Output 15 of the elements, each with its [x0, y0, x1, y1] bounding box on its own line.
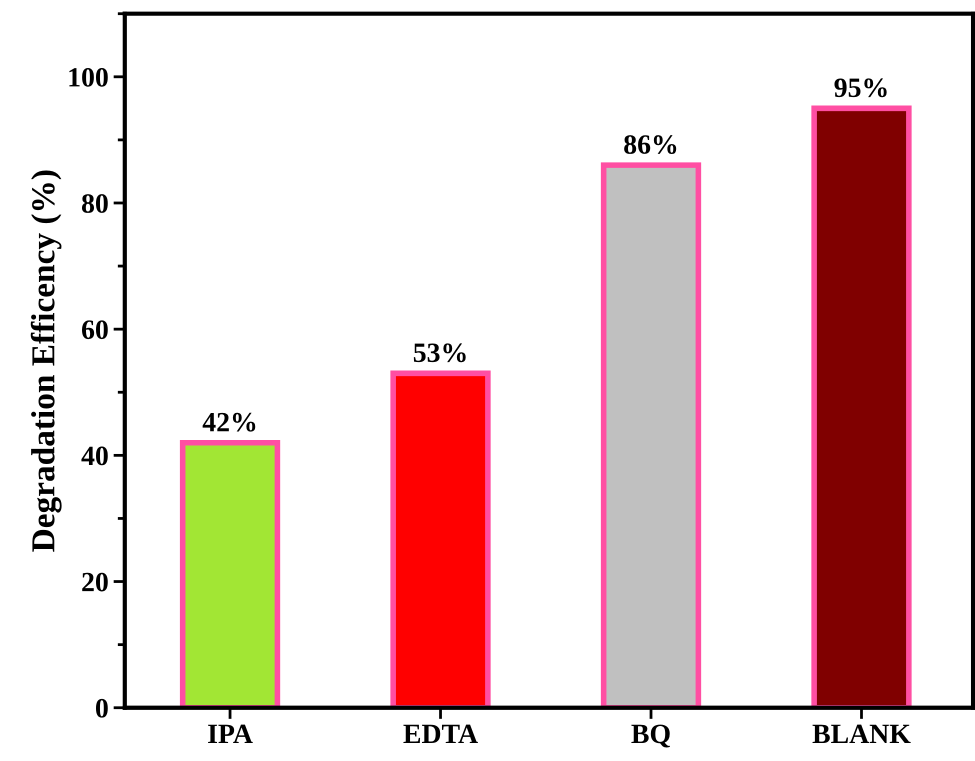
y-axis-title: Degradation Efficency (%) — [30, 170, 62, 552]
y-tick-label: 20 — [82, 572, 108, 592]
data-label: 86% — [624, 135, 676, 154]
y-tick-label: 80 — [82, 194, 108, 213]
data-label: 42% — [202, 412, 256, 432]
y-tick-label: 40 — [81, 446, 108, 466]
x-tick-label: EDTA — [403, 724, 478, 744]
x-tick-label: BQ — [631, 724, 670, 748]
y-tick-label: 60 — [82, 320, 108, 340]
x-tick-label: BLANK — [812, 724, 911, 744]
data-label: 95% — [834, 78, 887, 98]
data-label: 53% — [414, 343, 466, 362]
y-tick-label: 0 — [96, 698, 108, 718]
y-tick-label: 100 — [69, 68, 108, 87]
x-tick-label: IPA — [208, 724, 253, 743]
